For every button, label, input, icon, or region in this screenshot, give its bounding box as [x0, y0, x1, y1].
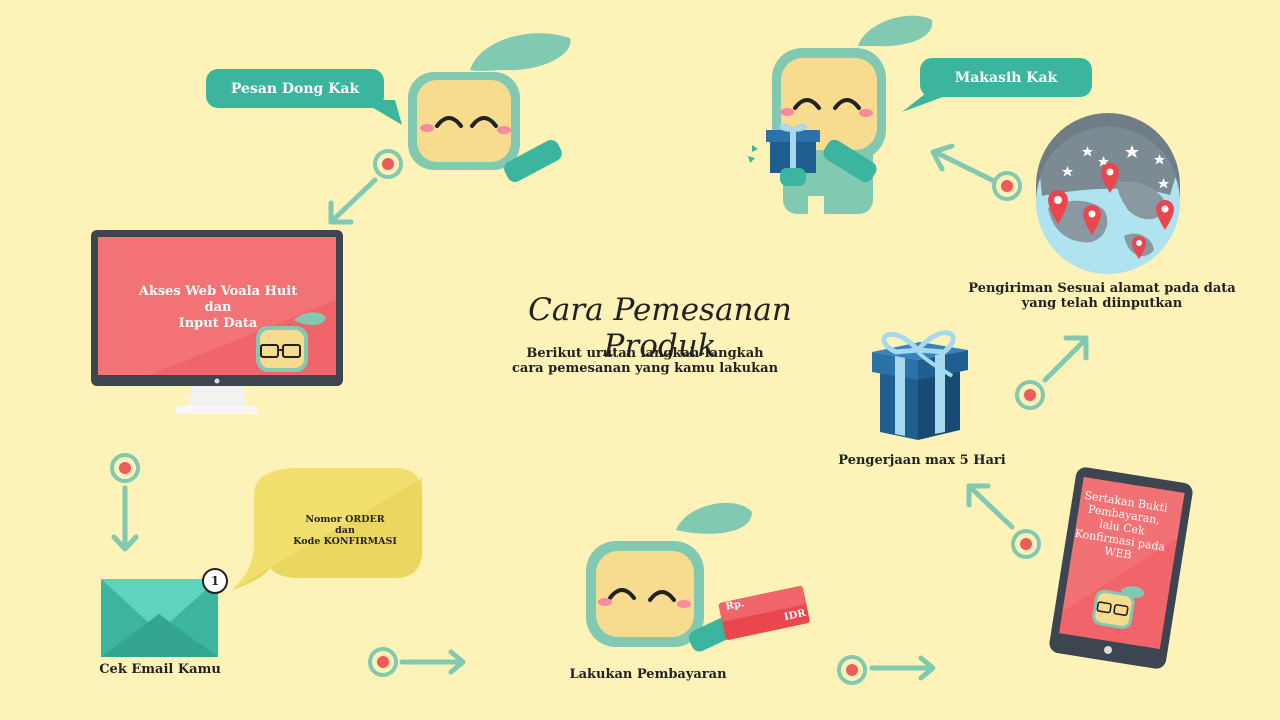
note-text: Nomor ORDER dan Kode KONFIRMASI	[276, 514, 414, 547]
location-pin-icon	[1083, 205, 1101, 235]
label-check-email: Cek Email Kamu	[99, 662, 221, 677]
page-title: Cara Pemesanan Produk	[528, 292, 792, 364]
note-line-3: Kode KONFIRMASI	[293, 536, 397, 547]
notification-badge: 1	[210, 574, 220, 588]
flow-dots	[110, 149, 1045, 685]
computer-monitor	[91, 230, 343, 414]
label-processing: Pengerjaan max 5 Hari	[838, 453, 1006, 468]
subtitle-line-2: cara pemesanan yang kamu lakukan	[511, 361, 779, 376]
gift-box-icon	[872, 330, 968, 440]
subtitle-line-1: Berikut urutan langkah-langkah	[526, 346, 764, 361]
mascot-order	[408, 33, 571, 182]
envelope-icon	[101, 568, 228, 657]
money-card-icon	[718, 586, 810, 640]
shipping-line-1: Pengiriman Sesuai alamat pada data	[968, 281, 1236, 296]
monitor-screen-text: Akses Web Voala Huit dan Input Data	[118, 284, 318, 332]
globe-icon	[1036, 113, 1180, 274]
screen-line-2: dan	[204, 300, 232, 315]
location-pin-icon	[1156, 200, 1174, 230]
note-line-2: dan	[335, 525, 355, 536]
label-shipping: Pengiriman Sesuai alamat pada data yang …	[960, 281, 1244, 311]
speech-bubble-thanks: Makasih Kak	[920, 58, 1092, 97]
location-pin-icon	[1132, 236, 1146, 259]
page-subtitle: Berikut urutan langkah-langkah cara peme…	[480, 346, 810, 376]
bubble-order-text: Pesan Dong Kak	[230, 80, 360, 97]
bubble-thanks-text: Makasih Kak	[954, 69, 1058, 86]
screen-line-3: Input Data	[178, 316, 258, 331]
tablet-icon	[1049, 467, 1193, 669]
mascot-payment	[586, 502, 810, 652]
shipping-line-2: yang telah diinputkan	[1021, 296, 1183, 311]
note-bubble	[232, 468, 422, 590]
mascot-thanks	[748, 15, 933, 216]
screen-line-1: Akses Web Voala Huit	[138, 284, 298, 299]
speech-bubble-order: Pesan Dong Kak	[206, 69, 384, 108]
label-payment: Lakukan Pembayaran	[569, 667, 727, 682]
location-pin-icon	[1048, 190, 1068, 224]
location-pin-icon	[1101, 163, 1119, 193]
note-line-1: Nomor ORDER	[305, 514, 385, 525]
flow-arrows	[111, 143, 1089, 681]
